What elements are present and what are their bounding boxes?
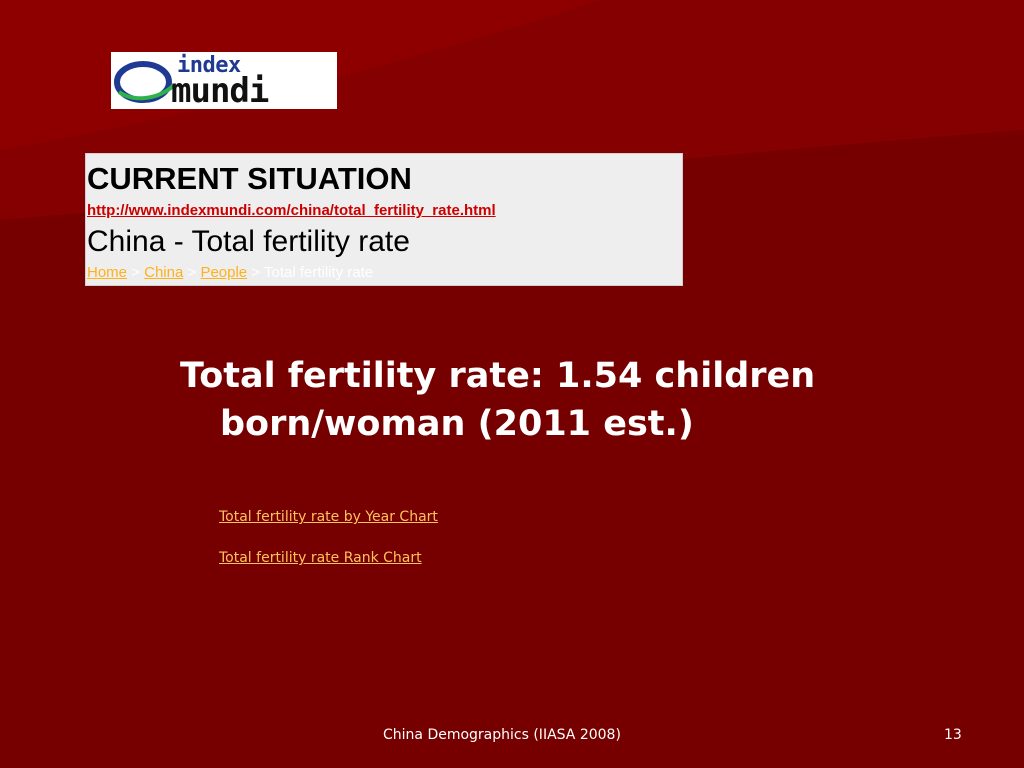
year-chart-link[interactable]: Total fertility rate by Year Chart [219,509,438,525]
breadcrumb-separator: > [131,264,140,281]
slide-number: 13 [944,727,962,743]
web-page-snippet: CURRENT SITUATION http://www.indexmundi.… [85,153,683,286]
breadcrumb-home-link[interactable]: Home [87,264,128,281]
breadcrumb-separator: > [251,264,261,281]
logo-text-index: index [177,53,241,78]
source-url-link[interactable]: http://www.indexmundi.com/china/total_fe… [87,202,496,219]
fertility-rate-statement: Total fertility rate: 1.54 children born… [180,356,816,444]
breadcrumb: Home > China > People > Total fertility … [87,264,373,281]
current-situation-heading: CURRENT SITUATION [87,161,412,196]
breadcrumb-separator: > [187,264,197,281]
slide-footer: China Demographics (IIASA 2008) [383,727,621,743]
globe-orbit-icon [114,61,175,103]
indexmundi-logo: index mundi [111,52,337,109]
breadcrumb-china-link[interactable]: China [144,264,184,281]
page-subtitle: China - Total fertility rate [87,225,410,258]
breadcrumb-current: Total fertility rate [264,264,374,281]
logo-text-mundi: mundi [171,71,269,111]
breadcrumb-people-link[interactable]: People [200,264,248,281]
rank-chart-link[interactable]: Total fertility rate Rank Chart [219,550,422,566]
